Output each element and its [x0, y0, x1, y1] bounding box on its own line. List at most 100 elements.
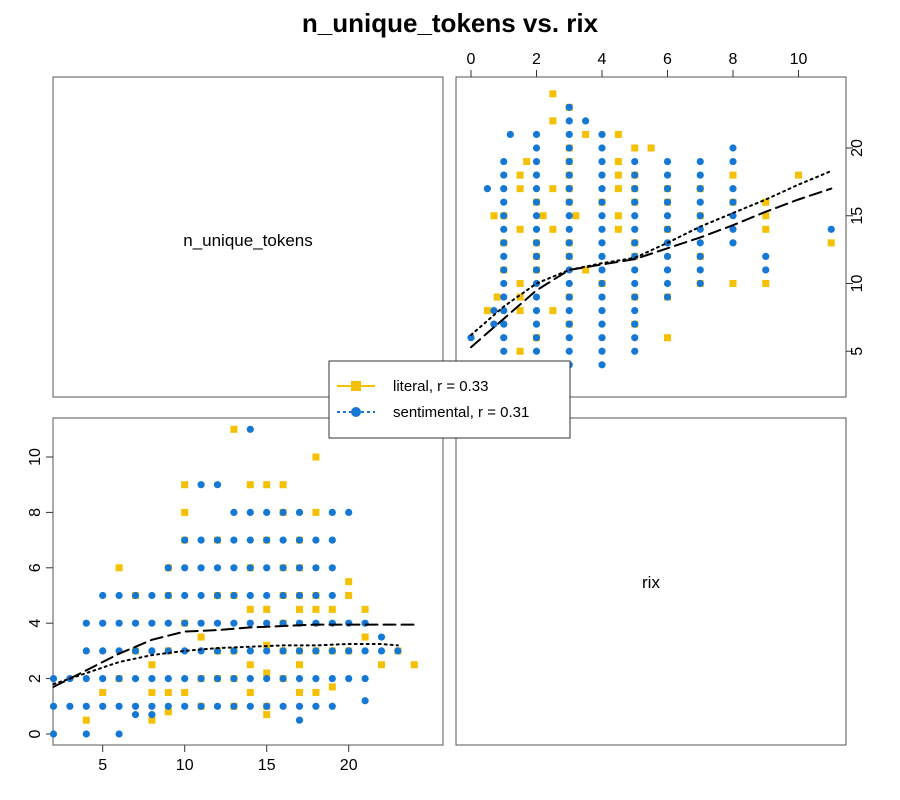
sentimental-point [197, 591, 205, 600]
sentimental-point [598, 320, 606, 328]
sentimental-point [631, 279, 639, 288]
literal-point [572, 212, 580, 220]
right-axis-tick-label: 20 [849, 139, 866, 157]
sentimental-point [532, 266, 541, 274]
sentimental-point [532, 293, 541, 301]
literal-point [345, 592, 353, 599]
sentimental-point [490, 307, 498, 315]
sentimental-point [115, 619, 123, 627]
sentimental-point [598, 361, 606, 369]
literal-point [493, 293, 501, 301]
literal-point [795, 171, 802, 179]
sentimental-point [328, 536, 336, 544]
sentimental-point [345, 619, 353, 627]
sentimental-point [532, 320, 541, 328]
sentimental-point [263, 702, 271, 710]
sentimental-point [500, 279, 508, 288]
literal-point [549, 90, 557, 98]
sentimental-point [500, 185, 508, 193]
sentimental-point [532, 198, 541, 206]
literal-point [181, 508, 189, 516]
sentimental-point [213, 702, 222, 710]
literal-point [312, 688, 320, 696]
bottom-axis-tick-label: 10 [176, 757, 194, 774]
literal-point [549, 185, 557, 193]
sentimental-point [279, 564, 287, 572]
sentimental-point [197, 536, 205, 544]
bottom-axis-tick-label: 15 [258, 757, 276, 774]
diag-label-rix: rix [642, 573, 660, 592]
literal-point [148, 661, 156, 669]
sentimental-point [82, 619, 90, 627]
sentimental-point [82, 730, 90, 738]
literal-point [164, 708, 172, 716]
literal-point [246, 688, 254, 696]
sentimental-point [500, 307, 508, 315]
sentimental-point [246, 425, 254, 433]
literal-smooth-line [52, 623, 416, 688]
literal-point [230, 425, 238, 433]
sentimental-point [246, 619, 254, 627]
sentimental-point [663, 212, 672, 220]
sentimental-point [312, 564, 320, 572]
left-axis-tick-label: 10 [27, 448, 44, 466]
sentimental-point [49, 730, 58, 738]
literal-point [516, 225, 524, 233]
sentimental-point [82, 647, 90, 655]
literal-point [99, 688, 107, 696]
literal-point [762, 280, 770, 287]
sentimental-point [181, 702, 189, 710]
literal-point [361, 605, 369, 613]
literal-point [516, 280, 524, 287]
sentimental-point [263, 675, 271, 683]
sentimental-point [500, 157, 508, 166]
axis-ticks: 5 10 15 20 0 2 4 6 8 10 0 2 4 6 8 10 5 10 15 20 [27, 51, 866, 774]
literal-point [614, 225, 622, 233]
sentimental-point [213, 536, 222, 544]
sentimental-point [312, 536, 320, 544]
left-axis-tick-label: 6 [27, 563, 44, 572]
literal-point [614, 212, 622, 220]
sentimental-point [696, 252, 704, 260]
sentimental-point [279, 647, 287, 655]
sentimental-point [295, 647, 304, 655]
sentimental-point [99, 675, 107, 683]
sentimental-point [532, 307, 541, 315]
sentimental-point [565, 144, 573, 152]
sentimental-point [631, 171, 639, 179]
literal-point [827, 239, 835, 247]
sentimental-point [696, 266, 704, 274]
literal-point [312, 453, 320, 461]
literal-point [246, 481, 254, 489]
sentimental-point [377, 633, 386, 641]
diag-label-n-unique-tokens: n_unique_tokens [183, 231, 313, 250]
left-axis-tick-label: 4 [27, 619, 44, 628]
sentimental-point [246, 536, 254, 544]
sentimental-point [565, 198, 573, 206]
sentimental-point [598, 239, 606, 247]
sentimental-point [377, 647, 386, 655]
sentimental-point [598, 266, 606, 274]
sentimental-point [565, 225, 573, 233]
literal-point [762, 212, 770, 220]
sentimental-point [729, 198, 737, 206]
literal-point [378, 661, 385, 669]
sentimental-point [197, 675, 205, 683]
sentimental-point [148, 647, 156, 655]
top-axis-tick-label: 0 [467, 51, 476, 68]
sentimental-point [663, 293, 672, 301]
sentimental-point [598, 171, 606, 179]
sentimental-point [663, 225, 672, 233]
sentimental-point [631, 347, 639, 355]
sentimental-point [500, 171, 508, 179]
sentimental-point [565, 334, 573, 342]
literal-point [181, 688, 189, 696]
legend-literal-label: literal, r = 0.33 [393, 378, 488, 395]
sentimental-point [565, 239, 573, 247]
sentimental-point [230, 702, 238, 710]
bottom-axis-tick-label: 5 [98, 757, 107, 774]
sentimental-point [582, 117, 590, 125]
sentimental-point [663, 198, 672, 206]
bottom-axis-tick-label: 20 [340, 757, 358, 774]
sentimental-point [663, 185, 672, 193]
